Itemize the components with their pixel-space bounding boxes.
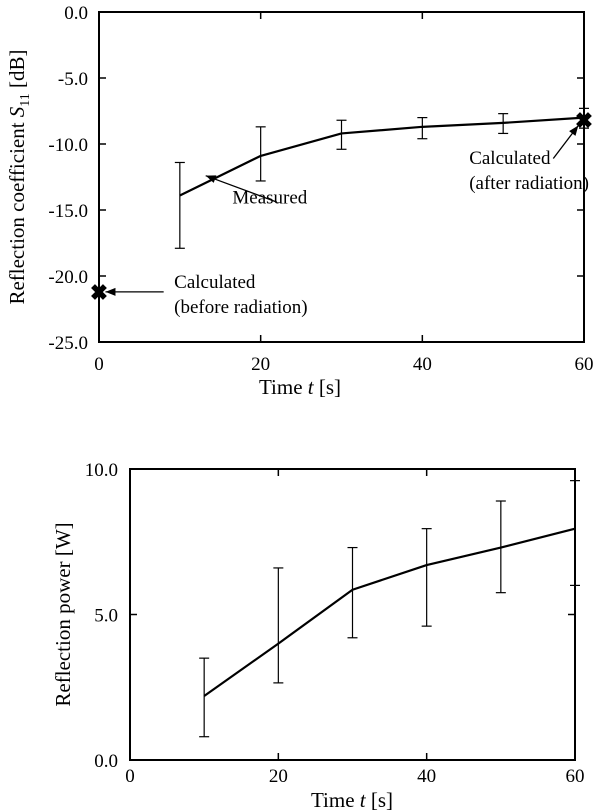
y-tick-label: 0.0: [64, 3, 88, 24]
y-axis-label-prefix: Reflection power [W]: [51, 522, 75, 706]
y-tick-label: -10.0: [48, 135, 88, 156]
x-axis-label-suffix: [s]: [366, 788, 393, 811]
annotation-arrowhead: [205, 175, 217, 183]
series-line: [203, 527, 576, 697]
x-axis-label: Time t [s]: [311, 788, 393, 811]
x-axis-label-var: t: [308, 375, 315, 399]
x-axis-label-suffix: [s]: [314, 375, 341, 399]
y-axis-label-suffix: [dB]: [5, 49, 29, 93]
y-tick-label: -15.0: [48, 201, 88, 222]
y-tick-label: 0.0: [94, 751, 118, 772]
y-axis-label: Reflection power [W]: [51, 522, 75, 706]
series-line: [179, 116, 585, 197]
annotation-arrow: [205, 175, 278, 203]
chart-b: 0.0 5.0 10.0 0 20 40 60 Time t [s] Reflection po…: [51, 460, 585, 811]
chart-a: 0.0 -5.0 -10.0 -15.0 -20.0 -25.0 0 20 40 60 Time t…: [5, 3, 594, 399]
x-tick-label: 60: [575, 354, 594, 375]
annotation-arrowhead: [105, 287, 116, 296]
x-tick-label: 40: [417, 766, 436, 787]
x-tick-label: 20: [251, 354, 270, 375]
annotation-text: Calculated: [469, 148, 551, 169]
y-tick-label: 5.0: [94, 606, 118, 627]
x-tick-label: 20: [269, 766, 288, 787]
x-tick-label: 0: [94, 354, 104, 375]
y-axis-label: Reflection coefficient S11 [dB]: [5, 49, 33, 304]
y-axis-label-var: S: [5, 106, 29, 117]
calculated-marker: ✖: [575, 108, 593, 133]
y-axis-label-sub: 11: [18, 93, 33, 106]
y-axis-label-prefix: Reflection coefficient: [5, 117, 29, 304]
y-tick-label: -5.0: [58, 69, 88, 90]
annotation-text: Measured: [232, 187, 307, 208]
x-axis-label-prefix: Time: [259, 375, 308, 399]
y-tick-label: 10.0: [85, 460, 118, 481]
calculated-marker: ✖: [90, 280, 108, 305]
y-tick-label: -20.0: [48, 267, 88, 288]
x-tick-label: 0: [125, 766, 135, 787]
x-axis-label-var: t: [360, 788, 367, 811]
x-tick-label: 40: [413, 354, 432, 375]
x-tick-label: 60: [566, 766, 585, 787]
y-tick-label: -25.0: [48, 333, 88, 354]
annotation-arrowhead: [569, 125, 579, 136]
plot-frame: [98, 11, 585, 343]
x-axis-label-prefix: Time: [311, 788, 360, 811]
annotation-text: (after radiation): [469, 173, 589, 194]
annotation-text: (before radiation): [174, 297, 307, 318]
annotation-text: Calculated: [174, 272, 256, 293]
x-axis-label: Time t [s]: [259, 375, 341, 399]
